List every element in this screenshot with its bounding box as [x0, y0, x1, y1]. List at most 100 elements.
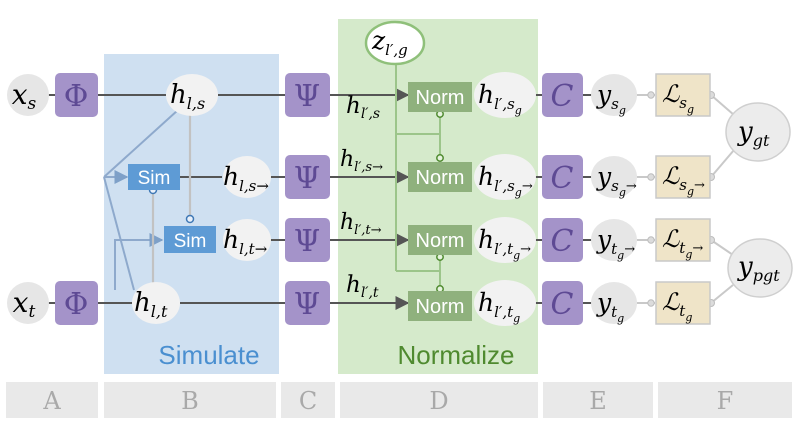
svg-text:C: C	[551, 287, 574, 322]
sim-verticals	[151, 110, 192, 290]
svg-text:ℒsg→: ℒsg→	[662, 162, 705, 198]
svg-text:Ψ: Ψ	[294, 287, 320, 322]
column-label-b: B	[181, 387, 199, 415]
output-node-ysg: ysg	[591, 74, 637, 117]
hidden-node-ls-arrow: hl,s→	[223, 156, 271, 198]
svg-text:Sim: Sim	[138, 168, 171, 189]
latent-node-z: zl′,g	[364, 20, 426, 66]
hidden-node-lt: hl,t	[132, 282, 180, 324]
norm-box-4: Norm	[408, 291, 472, 321]
edge-labels: hl′,s hl′,s→ hl′,t→ hl′,t	[340, 93, 383, 301]
normalized-node-tg-arrow: hl′,tg→	[474, 217, 536, 263]
column-cell-e	[543, 382, 653, 418]
norm-box-2: Norm	[408, 162, 472, 192]
svg-text:ytg→: ytg→	[596, 225, 635, 262]
norm-box-1: Norm	[408, 82, 472, 112]
svg-text:hl′,sg→: hl′,sg→	[478, 162, 533, 199]
column-cell-c	[281, 382, 335, 418]
svg-text:C: C	[551, 79, 574, 114]
column-label-d: D	[429, 387, 448, 415]
loss-box-tg: ℒtg	[655, 281, 711, 325]
psi-box-3: Ψ	[285, 218, 330, 262]
svg-text:xt: xt	[13, 286, 36, 322]
simulate-links	[103, 109, 179, 291]
simulate-label: Simulate	[158, 340, 259, 370]
svg-text:C: C	[551, 161, 574, 196]
loss-box-sg-arrow: ℒsg→	[655, 155, 711, 199]
hidden-node-lt-arrow: hl,t→	[223, 219, 271, 261]
normalize-label: Normalize	[397, 340, 514, 370]
svg-text:Ψ: Ψ	[294, 224, 320, 259]
output-node-ytg: ytg	[591, 282, 637, 325]
loss-box-sg: ℒsg	[655, 73, 711, 117]
svg-text:hl′,tg→: hl′,tg→	[478, 225, 531, 262]
normalized-node-sg: hl′,sg	[474, 72, 536, 118]
gt-links	[710, 94, 735, 304]
normalize-bus	[395, 60, 441, 289]
output-node-ysg-arrow: ysg→	[591, 156, 637, 199]
column-label-c: C	[299, 387, 317, 415]
phi-box-top: Φ	[55, 73, 98, 117]
column-label-e: E	[589, 387, 607, 415]
normalized-node-sg-arrow: hl′,sg→	[474, 154, 536, 200]
column-cell-b	[104, 382, 276, 418]
input-node-xs: xs	[7, 74, 49, 116]
svg-text:ytg: ytg	[596, 288, 624, 325]
flow-lines	[45, 88, 592, 310]
svg-text:hl,t: hl,t	[134, 288, 168, 321]
input-node-xt: xt	[7, 282, 49, 324]
hidden-node-ls: hl,s	[166, 74, 218, 116]
svg-text:Norm: Norm	[416, 87, 465, 109]
c-box-3: C	[542, 218, 583, 262]
c-box-2: C	[542, 155, 583, 199]
svg-text:C: C	[551, 224, 574, 259]
phi-box-bottom: Φ	[55, 281, 98, 325]
c-box-1: C	[542, 73, 583, 117]
svg-text:Norm: Norm	[416, 230, 465, 252]
edge-label-lps-arrow: hl′,s→	[340, 147, 383, 175]
svg-text:ℒtg→: ℒtg→	[662, 225, 703, 261]
psi-box-1: Ψ	[285, 73, 330, 117]
svg-text:Φ: Φ	[64, 79, 89, 114]
svg-text:ypgt: ypgt	[737, 252, 780, 285]
svg-text:hl,s→: hl,s→	[223, 162, 269, 195]
edge-label-lps: hl′,s	[346, 93, 380, 122]
svg-text:ℒtg: ℒtg	[662, 288, 692, 324]
column-cell-d	[340, 382, 538, 418]
svg-text:Ψ: Ψ	[294, 79, 320, 114]
gt-node-ypgt: ypgt	[727, 238, 793, 298]
psi-box-2: Ψ	[285, 155, 330, 199]
psi-box-4: Ψ	[285, 281, 330, 325]
svg-text:hl,t→: hl,t→	[223, 225, 268, 258]
svg-text:Sim: Sim	[174, 231, 207, 252]
column-label-f: F	[717, 387, 734, 415]
svg-text:ysg→: ysg→	[596, 162, 637, 199]
column-label-a: A	[42, 387, 61, 415]
norm-box-3: Norm	[408, 225, 472, 255]
loss-feeds	[637, 94, 655, 304]
svg-text:hl,s: hl,s	[170, 80, 205, 113]
svg-text:hl′,sg: hl′,sg	[478, 80, 522, 117]
column-bar: A B C D E F	[6, 382, 792, 418]
svg-text:Ψ: Ψ	[294, 161, 320, 196]
edge-label-lpt-arrow: hl′,t→	[340, 210, 382, 238]
c-box-4: C	[542, 281, 583, 325]
edge-label-lpt: hl′,t	[346, 272, 379, 301]
svg-text:zl′,g: zl′,g	[371, 26, 408, 59]
svg-text:ℒsg: ℒsg	[662, 80, 694, 116]
column-cell-f	[658, 382, 792, 418]
sim-box-bottom: Sim	[164, 226, 216, 253]
svg-text:Φ: Φ	[64, 287, 89, 322]
gt-node-ygt: ygt	[725, 102, 791, 162]
output-node-ytg-arrow: ytg→	[591, 219, 637, 262]
svg-text:Norm: Norm	[416, 296, 465, 318]
svg-text:hl′,tg: hl′,tg	[478, 288, 520, 325]
normalized-node-tg: hl′,tg	[474, 280, 536, 326]
svg-text:xs: xs	[12, 78, 37, 114]
svg-text:ygt: ygt	[737, 117, 770, 150]
svg-text:ysg: ysg	[596, 80, 626, 117]
loss-box-tg-arrow: ℒtg→	[655, 218, 711, 262]
svg-text:Norm: Norm	[416, 167, 465, 189]
column-cell-a	[6, 382, 98, 418]
